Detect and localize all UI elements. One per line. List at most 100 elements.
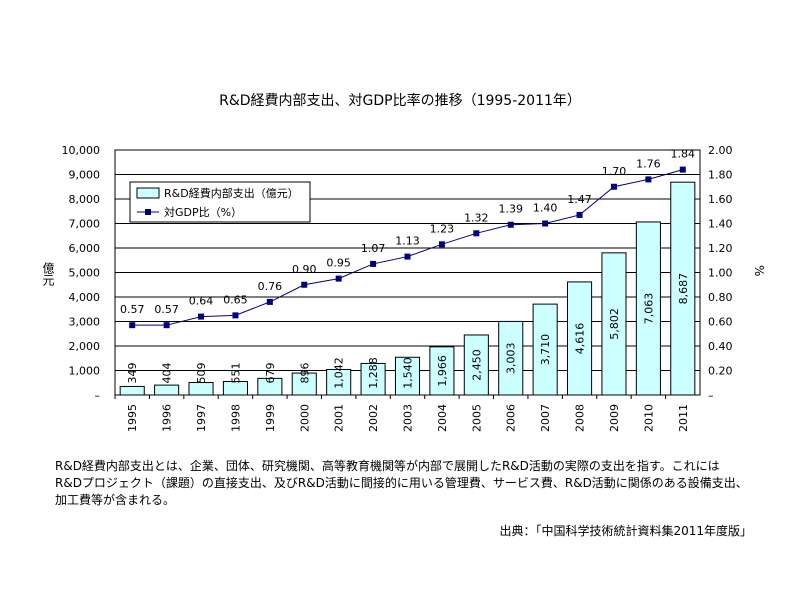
line-marker: [473, 230, 480, 237]
y-right-tick-label: 1.60: [708, 193, 733, 206]
x-tick-label: 2006: [505, 404, 518, 432]
bar: [670, 181, 696, 396]
legend-line-label: 対GDP比（%）: [164, 205, 242, 219]
bar-value-label: 551: [229, 363, 242, 384]
x-tick-label: 1998: [229, 404, 242, 432]
y-axis-right-title: %: [752, 265, 766, 277]
line-marker: [370, 260, 377, 267]
line-marker: [198, 313, 205, 320]
line-value-label: 0.65: [223, 293, 248, 306]
x-tick-label: 2004: [436, 404, 449, 432]
bar: [463, 334, 489, 396]
y-left-tick-label: 6,000: [69, 242, 101, 255]
line-marker: [129, 322, 136, 329]
bar-value-label: 2,450: [470, 349, 483, 381]
bar: [119, 385, 145, 396]
line-marker: [576, 211, 583, 218]
line-value-label: 1.23: [430, 222, 455, 235]
line-value-label: 1.84: [671, 148, 696, 161]
legend-line-marker: [145, 209, 151, 215]
line-marker: [645, 176, 652, 183]
line-marker: [301, 281, 308, 288]
bar-value-label: 1,966: [436, 355, 449, 387]
chart-title: R&D経費内部支出、対GDP比率の推移（1995-2011年）: [219, 93, 581, 109]
x-tick-label: 2001: [333, 404, 346, 432]
bar: [394, 356, 421, 396]
y-right-tick-label: 0.20: [708, 365, 733, 378]
line-value-label: 0.95: [326, 257, 351, 270]
line-marker: [542, 220, 549, 227]
bar: [291, 372, 317, 396]
bar-value-label: 4,616: [574, 323, 587, 355]
bar-value-label: 679: [264, 363, 277, 384]
y-right-tick-label: 0.40: [708, 340, 733, 353]
bar-value-label: 3,003: [505, 342, 518, 374]
x-tick-label: 2007: [539, 404, 552, 432]
line-value-label: 1.07: [361, 242, 386, 255]
x-tick-label: 2008: [574, 404, 587, 432]
y-left-tick-label: 3,000: [69, 316, 101, 329]
x-tick-label: 2009: [608, 404, 621, 432]
bar: [154, 384, 180, 396]
bar: [532, 303, 558, 396]
y-right-tick-label: 1.40: [708, 218, 733, 231]
y-left-tick-label: 7,000: [69, 218, 101, 231]
line-value-label: 1.40: [533, 202, 558, 215]
line-marker: [679, 166, 686, 173]
line-marker: [335, 275, 342, 282]
bar-value-label: 1,288: [367, 357, 380, 389]
x-tick-label: 1996: [161, 404, 174, 432]
y-right-tick-label: 1.00: [708, 267, 733, 280]
line-value-label: 0.57: [154, 303, 179, 316]
x-tick-label: 2003: [402, 404, 415, 432]
bar-value-label: 1,540: [402, 357, 415, 389]
x-tick-label: 2011: [677, 404, 690, 432]
bar: [360, 362, 386, 396]
y-left-tick-label: 9,000: [69, 169, 101, 182]
y-right-tick-label: 0.60: [708, 316, 733, 329]
line-marker: [610, 183, 617, 190]
bar-value-label: 509: [195, 363, 208, 384]
footnote-line: 加工費等が含まれる。: [55, 493, 176, 507]
legend-bar-label: R&D経費内部支出（億元）: [164, 186, 299, 200]
line-value-label: 1.13: [395, 235, 420, 248]
y-left-tick-label: 5,000: [69, 267, 101, 280]
line-value-label: 0.90: [292, 263, 317, 276]
line-marker: [507, 221, 514, 228]
y-right-tick-label: 2.00: [708, 144, 733, 157]
bar-value-label: 3,710: [539, 334, 552, 366]
bar: [326, 368, 352, 396]
line-marker: [163, 322, 170, 329]
bar-value-label: 349: [126, 363, 139, 384]
bar: [635, 221, 661, 396]
footnote-line: R&Dプロジェクト（課題）の直接支出、及びR&D活動に間接的に用いる管理費、サー…: [55, 476, 748, 490]
source-note: 出典：「中国科学技術統計資料集2011年度版」: [499, 524, 752, 538]
line-marker: [438, 241, 445, 248]
y-left-tick-label: 4,000: [69, 291, 101, 304]
line-value-label: 1.47: [567, 193, 592, 206]
legend-bar-swatch: [136, 187, 160, 199]
line-value-label: 0.57: [120, 303, 145, 316]
x-tick-label: 2000: [298, 404, 311, 432]
y-right-tick-label: 1.80: [708, 169, 733, 182]
line-value-label: 0.64: [189, 295, 214, 308]
bar: [257, 377, 283, 396]
y-left-tick-label: 10,000: [62, 144, 101, 157]
y-left-tick-label: –: [95, 389, 101, 402]
bar: [188, 382, 214, 396]
bar-value-label: 5,802: [608, 308, 621, 340]
line-value-label: 1.39: [498, 203, 523, 216]
y-right-tick-label: 0.80: [708, 291, 733, 304]
bar-value-label: 8,687: [677, 273, 690, 305]
x-tick-label: 2010: [642, 404, 655, 432]
legend: [129, 181, 311, 223]
x-tick-label: 2002: [367, 404, 380, 432]
line-marker: [266, 298, 273, 305]
bar: [601, 252, 627, 396]
line-value-label: 1.76: [636, 157, 661, 170]
bar-value-label: 404: [161, 363, 174, 384]
line-marker: [404, 253, 411, 260]
y-axis-left-title: 億元: [41, 262, 55, 286]
footnote: R&D経費内部支出とは、企業、団体、研究機関、高等教育機関等が内部で展開したR&…: [55, 458, 775, 509]
